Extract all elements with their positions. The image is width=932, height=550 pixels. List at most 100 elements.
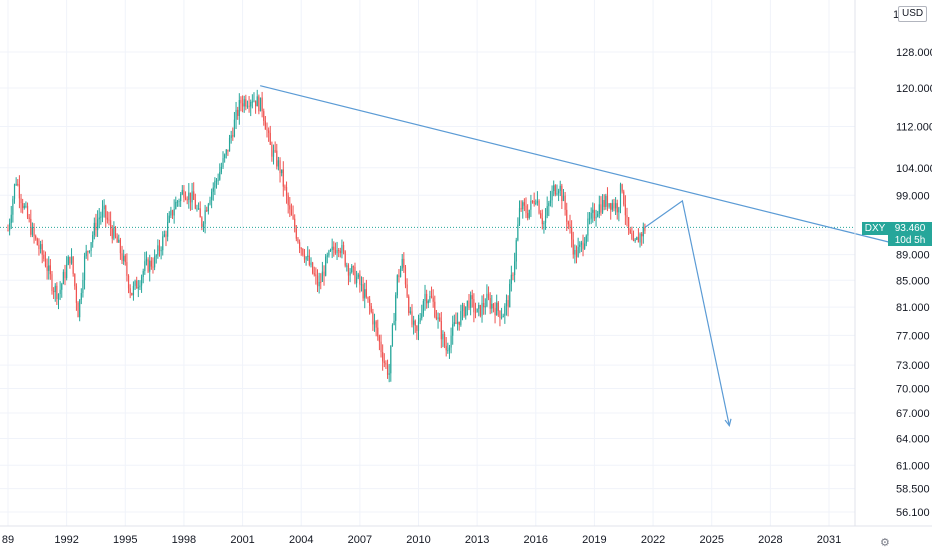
candle — [610, 202, 612, 220]
candle — [618, 206, 620, 222]
candle — [64, 264, 66, 286]
candle — [103, 199, 105, 218]
candle — [338, 248, 340, 258]
candle — [365, 279, 367, 299]
candle — [569, 214, 571, 234]
candle — [227, 149, 229, 156]
candle — [486, 284, 488, 308]
candle — [298, 239, 301, 254]
candle — [140, 274, 143, 293]
candle — [606, 187, 609, 212]
time-scale[interactable]: 89 1992 1995 1998 2001 2004 2007 2010 2013 2016 20… — [2, 534, 841, 546]
path-arrow[interactable] — [644, 199, 730, 426]
candle — [453, 314, 455, 327]
candle — [372, 308, 374, 331]
candle — [624, 195, 626, 225]
candle — [77, 301, 79, 318]
candle — [119, 237, 121, 260]
candle — [31, 222, 34, 238]
gear-icon[interactable]: ⚙ — [880, 537, 890, 549]
candle — [523, 198, 525, 212]
candle — [157, 239, 159, 259]
candle — [87, 250, 89, 261]
trend-line[interactable] — [260, 85, 890, 243]
y-tick-label: 112.000 — [896, 121, 932, 133]
candle — [380, 334, 382, 358]
drawings[interactable] — [260, 85, 890, 427]
candle — [512, 272, 514, 281]
candle — [354, 262, 356, 285]
candle — [313, 266, 315, 277]
candle — [181, 185, 183, 196]
candle — [557, 188, 560, 202]
x-tick-label: 2016 — [524, 534, 548, 546]
arrow-head — [724, 418, 732, 427]
candle — [517, 217, 519, 242]
candle — [351, 264, 353, 274]
candle — [515, 237, 517, 270]
candle — [447, 342, 449, 354]
candle — [561, 183, 563, 210]
candle — [571, 220, 573, 248]
candle — [527, 204, 529, 221]
candle — [362, 276, 364, 302]
candle — [72, 256, 74, 277]
y-tick-label: 77.000 — [896, 330, 930, 342]
candle — [367, 296, 369, 303]
candle — [401, 253, 403, 272]
candle — [176, 199, 179, 207]
candle — [194, 193, 196, 210]
x-tick-label: 2031 — [817, 534, 841, 546]
candle — [481, 295, 483, 323]
candle — [364, 282, 366, 309]
candle — [184, 191, 187, 201]
candle — [127, 274, 130, 294]
candle — [382, 344, 384, 371]
candle — [93, 217, 95, 240]
candle — [142, 268, 144, 284]
candle — [538, 199, 540, 215]
candle — [556, 184, 558, 196]
candle — [334, 242, 337, 255]
candle — [377, 319, 379, 341]
candle — [427, 299, 429, 309]
candle — [634, 237, 636, 243]
candle — [463, 302, 465, 318]
candle — [629, 228, 631, 235]
x-tick-label: 2010 — [406, 534, 430, 546]
candle — [414, 319, 416, 333]
candle — [616, 199, 618, 220]
candle — [88, 250, 91, 254]
candle — [131, 292, 133, 296]
candle — [303, 248, 306, 263]
x-tick-label: 2028 — [758, 534, 782, 546]
candle — [623, 189, 625, 207]
candle — [129, 284, 131, 299]
candle — [456, 312, 459, 331]
candle — [605, 193, 607, 210]
candle — [75, 283, 78, 311]
candle — [535, 199, 537, 206]
x-tick-label: 2019 — [582, 534, 606, 546]
candle — [355, 270, 358, 288]
price-scale[interactable]: 56.100 58.500 61.000 64.000 67.000 70.000 73.0… — [893, 9, 932, 519]
candle — [41, 239, 43, 264]
candle — [331, 238, 333, 259]
candle — [321, 261, 323, 282]
y-tick-label: 64.000 — [896, 434, 930, 446]
candle — [408, 294, 410, 316]
candle — [409, 306, 411, 315]
candle — [580, 240, 582, 252]
candle — [458, 321, 460, 331]
candle — [199, 201, 201, 218]
candle — [168, 211, 170, 224]
candle — [98, 207, 100, 229]
candle — [357, 272, 359, 280]
candle — [531, 200, 534, 204]
candle — [69, 256, 71, 269]
candle — [329, 248, 332, 252]
candle — [601, 194, 604, 214]
candle — [272, 144, 275, 165]
currency-label[interactable]: USD — [898, 6, 928, 22]
